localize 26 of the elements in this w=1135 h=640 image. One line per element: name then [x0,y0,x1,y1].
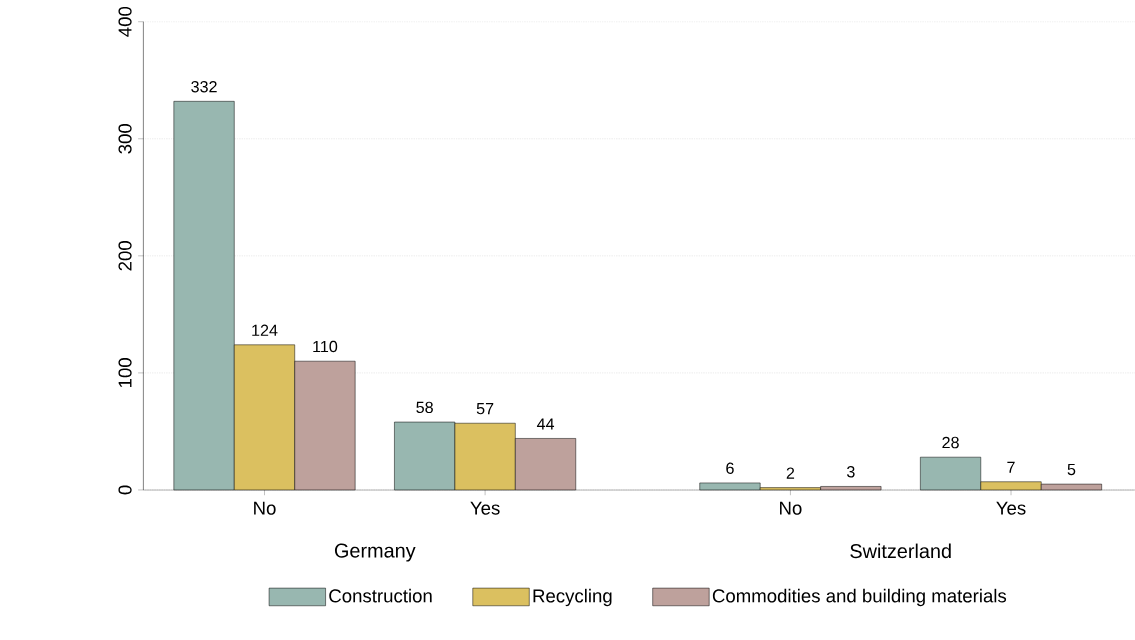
x-tick-label: Yes [470,501,500,515]
y-tick-label: 300 [118,124,132,154]
x-tick-label: No [780,501,802,515]
data-label: 57 [476,403,494,415]
data-label: 6 [726,462,734,475]
legend-label: Recycling [533,588,612,607]
data-label: 44 [536,418,555,430]
x-tick-label: No [254,501,276,515]
data-label: 332 [191,81,217,93]
y-tick-label: 400 [118,7,132,37]
data-label: 58 [416,401,433,414]
y-tick-label: 200 [118,241,132,271]
data-label: 2 [786,467,795,479]
x-tick-label: Yes [996,501,1026,515]
data-label: 28 [942,436,959,449]
text: Switzerland [850,543,951,559]
legend-label: Commodities and building materials [712,588,1007,607]
data-label: 5 [1067,464,1076,476]
legend-label: Construction [329,588,432,603]
data-label: 110 [313,340,338,353]
y-tick-label: 0 [118,485,132,495]
data-label: 124 [252,324,278,336]
data-label: 7 [1007,461,1015,473]
y-tick-label: 100 [118,358,132,388]
data-label: 3 [846,466,855,478]
text: Germany [334,543,416,562]
